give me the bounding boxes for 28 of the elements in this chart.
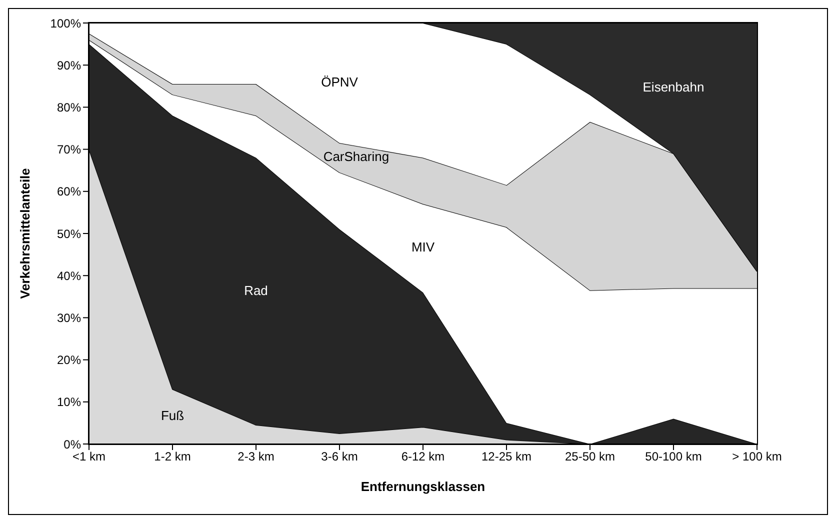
series-label: MIV xyxy=(411,240,435,255)
x-tick-label: 12-25 km xyxy=(481,450,532,464)
x-tick-label: 6-12 km xyxy=(401,450,445,464)
y-tick-label: 10% xyxy=(56,395,82,410)
y-tick-label: 90% xyxy=(56,58,82,72)
series-label: CarSharing xyxy=(323,149,390,164)
x-tick-label: 1-2 km xyxy=(154,450,191,464)
y-tick-label: 50% xyxy=(56,226,82,241)
y-tick-label: 60% xyxy=(56,184,82,199)
x-tick-label: <1 km xyxy=(72,450,106,464)
y-tick-label: 0% xyxy=(64,437,82,452)
y-tick-label: 30% xyxy=(56,310,82,325)
y-tick-label: 100% xyxy=(50,16,82,30)
y-axis-title: Verkehrsmittelanteile xyxy=(18,168,33,299)
series-label: Eisenbahn xyxy=(642,80,704,95)
series-label: Fuß xyxy=(160,408,184,424)
x-tick-label: 2-3 km xyxy=(238,450,274,464)
series-label: ÖPNV xyxy=(321,74,358,90)
x-tick-label: 3-6 km xyxy=(321,450,358,464)
y-tick-label: 40% xyxy=(56,268,82,283)
series-label: Rad xyxy=(244,282,268,298)
y-tick-label: 70% xyxy=(56,142,82,157)
y-tick-label: 20% xyxy=(56,353,82,368)
x-tick-label: > 100 km xyxy=(732,450,782,464)
x-tick-label: 50-100 km xyxy=(645,450,702,464)
x-tick-label: 25-50 km xyxy=(564,450,616,464)
y-tick-label: 80% xyxy=(56,100,82,114)
x-axis-title: Entfernungsklassen xyxy=(360,479,486,494)
